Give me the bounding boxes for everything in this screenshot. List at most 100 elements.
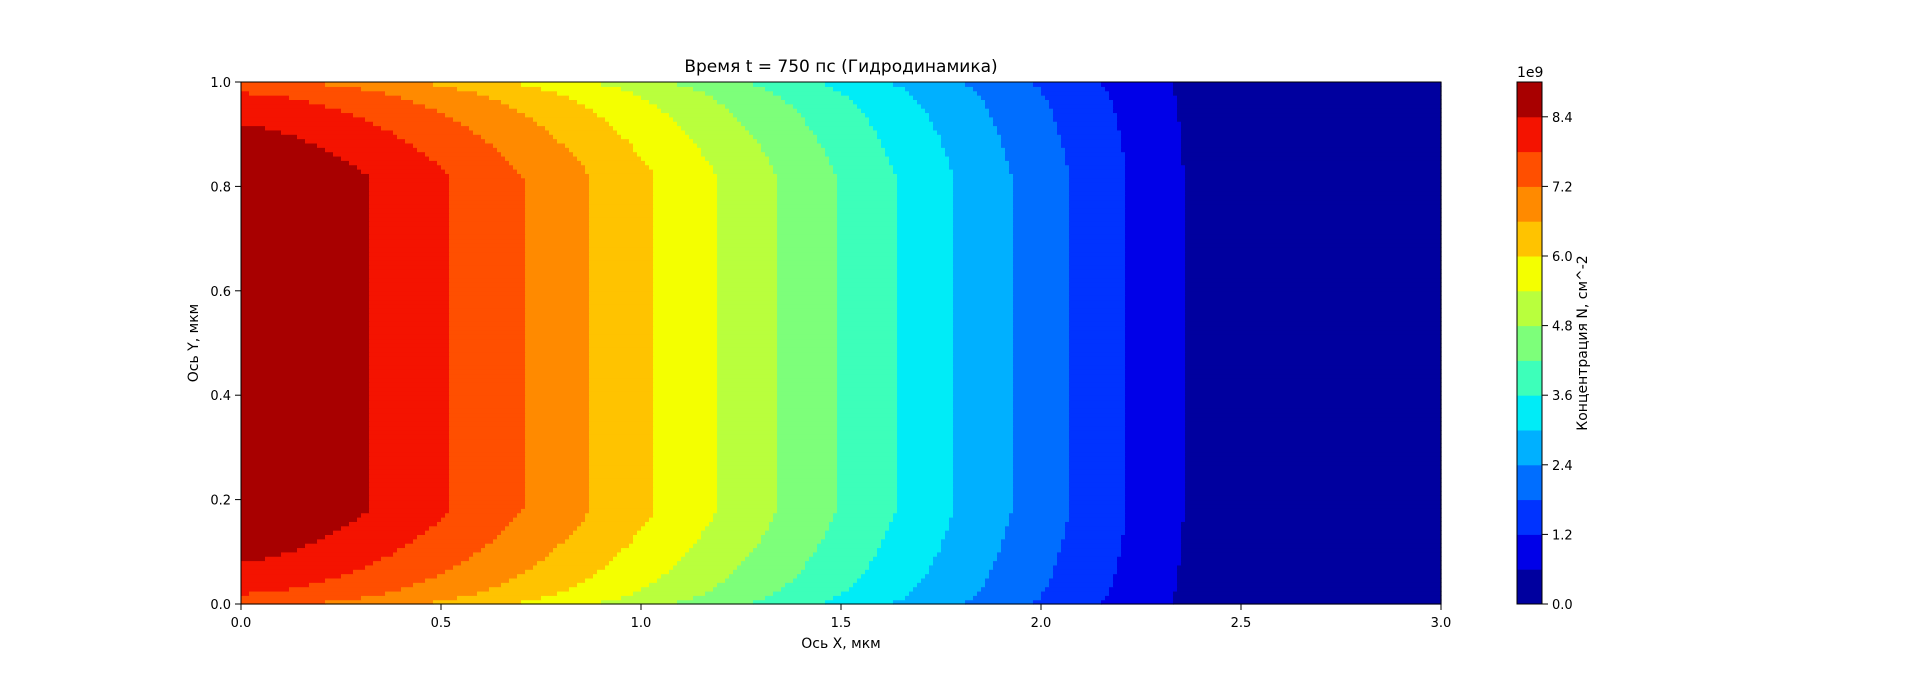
contour-band-8 [661,108,730,114]
contour-band-5 [877,129,938,135]
contour-band-6 [837,299,898,305]
contour-band-9 [653,190,718,196]
contour-band-13 [369,360,450,366]
contour-band-10 [589,277,654,283]
contour-band-11 [525,242,590,248]
contour-band-2 [1069,403,1126,409]
contour-band-7 [777,303,838,309]
contour-band-12 [437,160,510,166]
contour-band-10 [589,190,654,196]
contour-band-8 [717,229,778,235]
contour-band-6 [837,403,898,409]
contour-band-2 [1069,229,1126,235]
contour-band-8 [717,425,778,431]
contour-band-4 [953,416,1014,422]
contour-band-5 [853,99,918,105]
contour-band-1 [1109,90,1174,96]
contour-band-6 [805,121,870,127]
contour-band-0 [1181,129,1442,135]
contour-band-14 [241,351,370,357]
contour-band-10 [509,577,586,583]
contour-band-0 [1185,469,1442,475]
contour-band-13 [369,308,450,314]
contour-band-5 [885,534,946,540]
contour-band-4 [953,216,1014,222]
contour-band-5 [897,221,954,227]
contour-band-0 [1185,177,1442,183]
contour-band-13 [369,312,450,318]
contour-band-0 [1181,530,1442,535]
contour-band-6 [837,347,898,353]
contour-band-7 [769,521,830,527]
contour-band-2 [1069,334,1126,340]
contour-band-12 [449,460,526,466]
x-tick-label: 1.5 [831,616,852,631]
contour-band-12 [449,247,526,253]
contour-band-10 [489,95,570,100]
contour-band-4 [953,486,1014,492]
contour-band-7 [777,299,838,305]
contour-band-13 [369,443,450,448]
contour-band-4 [933,556,998,562]
contour-band-5 [897,303,954,309]
contour-band-13 [369,212,450,218]
contour-band-5 [897,482,954,488]
contour-band-3 [1013,173,1070,179]
contour-band-7 [777,351,838,357]
contour-band-7 [713,95,782,100]
contour-band-2 [1069,277,1126,283]
contour-band-1 [1125,434,1186,440]
contour-band-3 [1013,399,1070,405]
contour-band-5 [881,138,942,144]
contour-band-4 [953,456,1014,462]
contour-band-3 [1013,451,1070,457]
contour-band-12 [437,521,510,527]
contour-band-5 [893,512,954,518]
contour-band-0 [1181,556,1442,562]
contour-band-11 [525,221,590,227]
contour-band-10 [589,225,654,231]
contour-band-12 [413,538,494,544]
contour-band-10 [589,434,654,440]
contour-band-0 [1181,134,1442,140]
contour-band-0 [1177,582,1442,588]
contour-band-8 [693,543,758,549]
contour-band-5 [897,469,954,475]
contour-band-1 [1125,199,1186,205]
contour-band-9 [653,303,718,309]
contour-band-7 [777,277,838,283]
contour-band-6 [837,238,898,244]
contour-band-7 [777,403,838,409]
contour-band-8 [717,503,778,509]
contour-band-1 [1117,112,1178,118]
contour-band-8 [641,586,714,592]
contour-band-1 [1125,325,1186,331]
contour-band-1 [1125,530,1182,535]
contour-band-14 [241,438,370,444]
contour-band-14 [241,295,370,301]
contour-band-1 [1117,121,1182,127]
contour-band-11 [525,382,590,388]
contour-band-9 [653,451,718,457]
contour-band-7 [749,129,814,135]
contour-band-11 [525,299,590,305]
contour-band-9 [653,334,718,340]
contour-band-14 [241,303,370,309]
contour-band-11 [525,490,590,496]
contour-band-7 [777,425,838,431]
contour-band-11 [525,216,590,222]
contour-band-2 [1069,503,1126,509]
contour-band-10 [585,169,654,174]
contour-band-4 [933,121,994,127]
contour-band-2 [1069,512,1126,518]
contour-band-8 [713,169,774,174]
contour-band-4 [953,247,1014,253]
contour-band-2 [1069,290,1126,296]
contour-band-7 [677,599,754,605]
contour-band-5 [897,351,954,357]
contour-band-0 [1185,321,1442,327]
colorbar-segment [1517,186,1542,222]
contour-band-4 [953,169,1010,174]
contour-band-3 [1013,269,1070,274]
contour-band-13 [241,586,290,592]
